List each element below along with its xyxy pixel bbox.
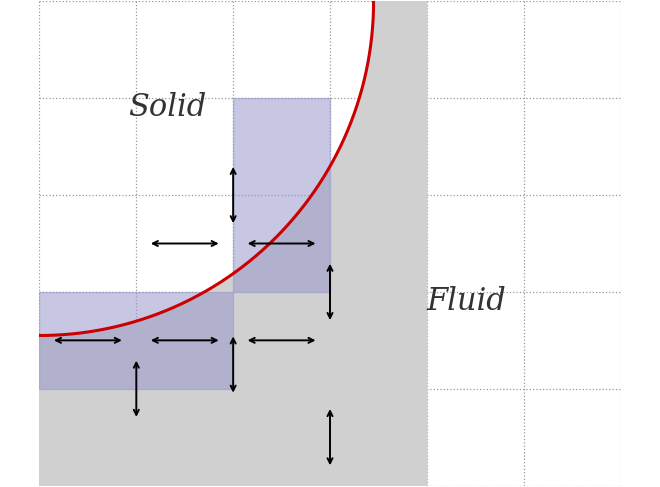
Polygon shape (233, 98, 330, 292)
Polygon shape (40, 1, 427, 486)
Polygon shape (40, 292, 233, 389)
Text: Solid: Solid (128, 93, 207, 123)
Text: Fluid: Fluid (426, 286, 506, 317)
